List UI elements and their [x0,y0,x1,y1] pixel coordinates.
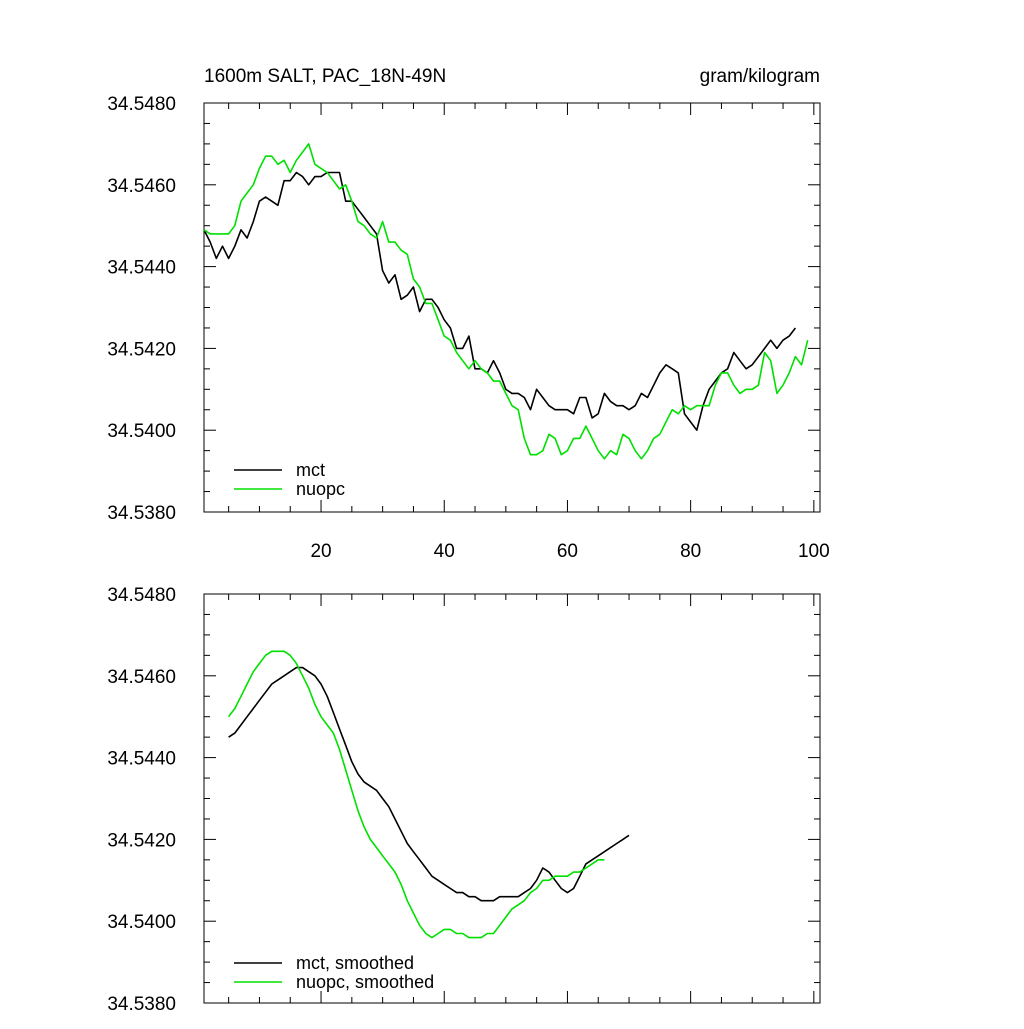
units-label: gram/kilogram [700,66,820,87]
y-tick-label: 34.5440 [107,258,176,279]
chart-panel-2: 34.5380 34.5400 34.5420 34.5440 34.5460 34.54… [107,585,821,1015]
chart-title: 1600m SALT, PAC_18N-49N [204,66,446,87]
series-line-2 [227,650,605,939]
x-tick-label: 20 [310,541,331,562]
chart-panel-1: 20 40 60 80 100 34.5380 34.5400 34.5420 34.5440 3… [107,66,829,562]
x-tick-label: 40 [434,541,455,562]
plot-frame [203,593,821,1004]
x-tick-label: 100 [798,541,830,562]
x-tick-label: 80 [680,541,701,562]
y-tick-label: 34.5480 [107,94,176,115]
y-tick-label: 34.5380 [107,503,176,524]
y-tick-label: 34.5400 [107,912,176,933]
legend-label: mct, smoothed [296,953,414,973]
y-tick-label: 34.5460 [107,176,176,197]
y-tick-label: 34.5420 [107,830,176,851]
y-tick-label: 34.5460 [107,667,176,688]
y-tick-label: 34.5380 [107,994,176,1015]
y-tick-label: 34.5400 [107,421,176,442]
series-line-1 [203,171,797,432]
legend-label: nuopc [296,479,345,499]
y-tick-label: 34.5440 [107,749,176,770]
legend-label: nuopc, smoothed [296,972,434,992]
plot-frame [203,102,821,513]
y-tick-label: 34.5420 [107,339,176,360]
legend-label: mct [296,460,325,480]
y-tick-label: 34.5480 [107,585,176,606]
series-line-1 [228,666,630,902]
x-tick-label: 60 [557,541,578,562]
series-line-2 [203,143,809,460]
